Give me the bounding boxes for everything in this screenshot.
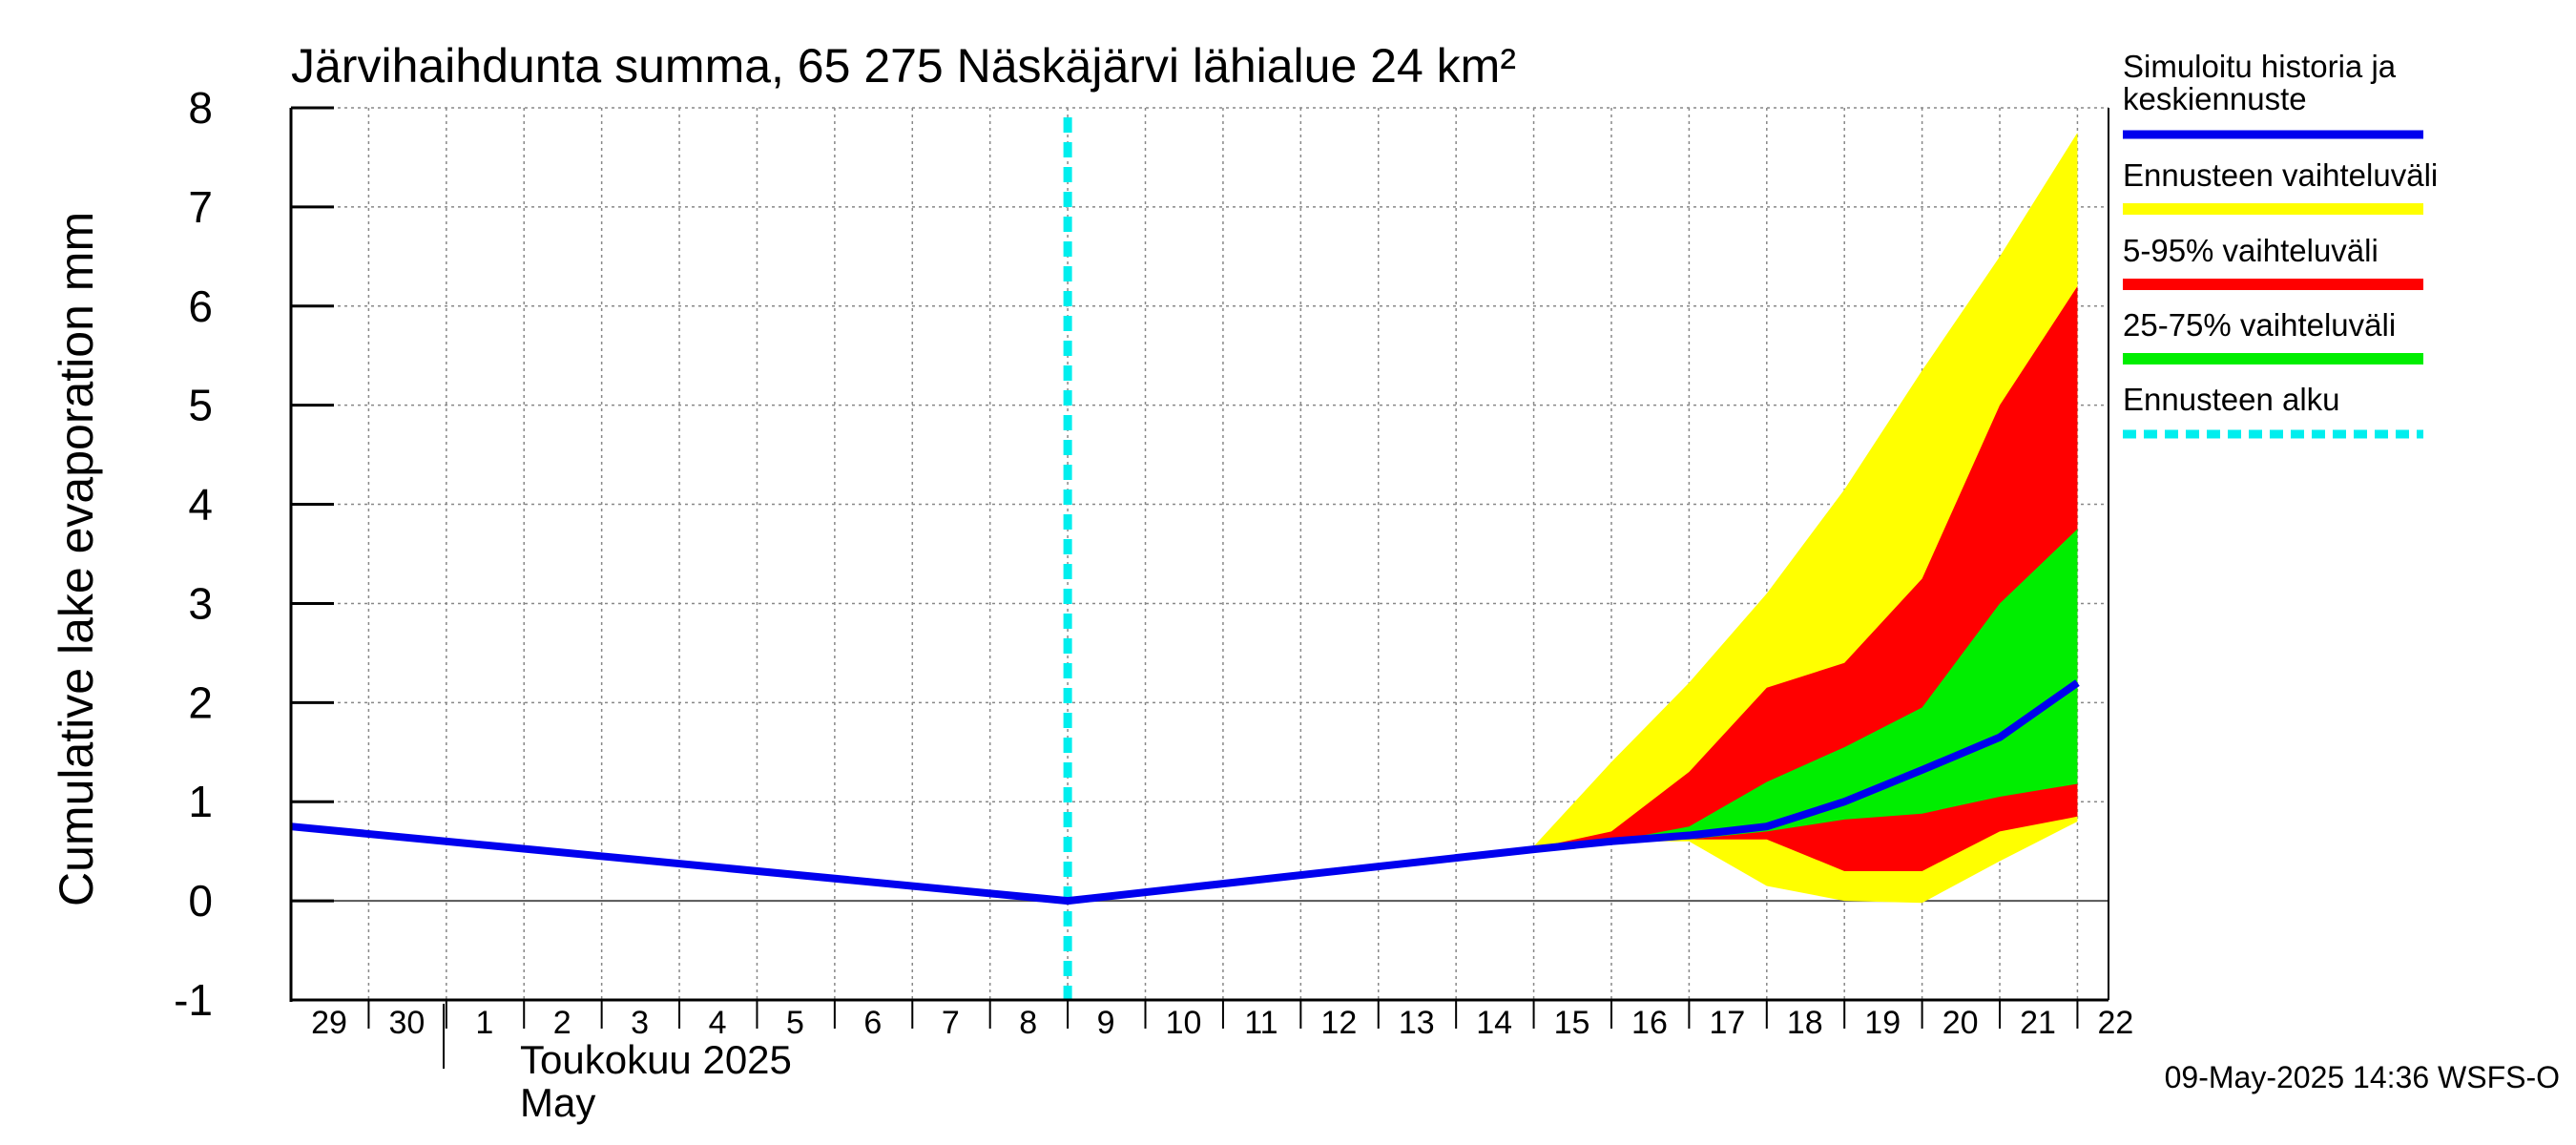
y-axis-label: Cumulative lake evaporation mm: [50, 212, 103, 906]
legend-label: 25-75% vaihteluväli: [2123, 307, 2396, 343]
y-tick-labels: -1 0 1 2 3 4 5 6 7 8: [174, 83, 334, 1025]
x-tick-label: 20: [1942, 1005, 1979, 1041]
legend-label: Ennusteen vaihteluväli: [2123, 157, 2438, 193]
x-tick-label: 8: [1019, 1005, 1037, 1041]
legend-label: 5-95% vaihteluväli: [2123, 233, 2379, 268]
x-tick-label: 17: [1709, 1005, 1745, 1041]
x-tick-label: 10: [1166, 1005, 1202, 1041]
x-tick-label: 4: [709, 1005, 727, 1041]
x-axis-label-en: May: [520, 1080, 595, 1125]
x-tick-label: 9: [1097, 1005, 1115, 1041]
band-25-75-vaihteluv-li: [1610, 529, 2078, 842]
x-tick-label: 2: [553, 1005, 571, 1041]
footer-timestamp: 09-May-2025 14:36 WSFS-O: [2165, 1060, 2560, 1094]
x-tick-label: 5: [786, 1005, 804, 1041]
legend-label: Simuloitu historia ja: [2123, 49, 2397, 84]
x-tick-label: 30: [388, 1005, 425, 1041]
y-tick-label: 3: [188, 578, 213, 628]
x-tick-label: 11: [1244, 1005, 1278, 1041]
y-tick-label: 4: [188, 480, 213, 530]
y-tick-label: -1: [174, 975, 213, 1025]
x-tick-labels: 29 30 1 2 3 4 5 6 7 8 9 10 11 12 13 14 15 16 17 18 19 20 21 22: [311, 1000, 2133, 1041]
y-tick-label: 1: [188, 777, 213, 826]
y-tick-label: 5: [188, 381, 213, 430]
history-line: [290, 679, 2080, 906]
y-tick-label: 0: [188, 876, 213, 926]
history-series-line: [290, 679, 2080, 906]
axes: [289, 108, 2109, 1002]
x-tick-label: 13: [1399, 1005, 1435, 1041]
x-tick-label: 19: [1864, 1005, 1901, 1041]
x-tick-label: 12: [1320, 1005, 1357, 1041]
y-tick-label: 6: [188, 281, 213, 331]
x-tick-label: 7: [942, 1005, 960, 1041]
y-tick-label: 8: [188, 83, 213, 133]
forecast-bands: [1533, 132, 2078, 904]
x-tick-label: 14: [1476, 1005, 1512, 1041]
y-tick-label: 7: [188, 182, 213, 232]
x-tick-label: 22: [2098, 1005, 2134, 1041]
x-tick-label: 15: [1554, 1005, 1590, 1041]
x-tick-label: 1: [475, 1005, 493, 1041]
legend-label: keskiennuste: [2123, 81, 2307, 116]
y-tick-label: 2: [188, 677, 213, 727]
x-axis-label-fi: Toukokuu 2025: [520, 1037, 792, 1082]
x-tick-label: 16: [1631, 1005, 1668, 1041]
x-tick-label: 18: [1787, 1005, 1823, 1041]
x-tick-label: 21: [2020, 1005, 2056, 1041]
x-tick-label: 3: [631, 1005, 649, 1041]
legend-label: Ennusteen alku: [2123, 382, 2340, 417]
x-tick-label: 29: [311, 1005, 347, 1041]
chart-title: Järvihaihdunta summa, 65 275 Näskäjärvi …: [291, 39, 1516, 93]
x-tick-label: 6: [863, 1005, 882, 1041]
